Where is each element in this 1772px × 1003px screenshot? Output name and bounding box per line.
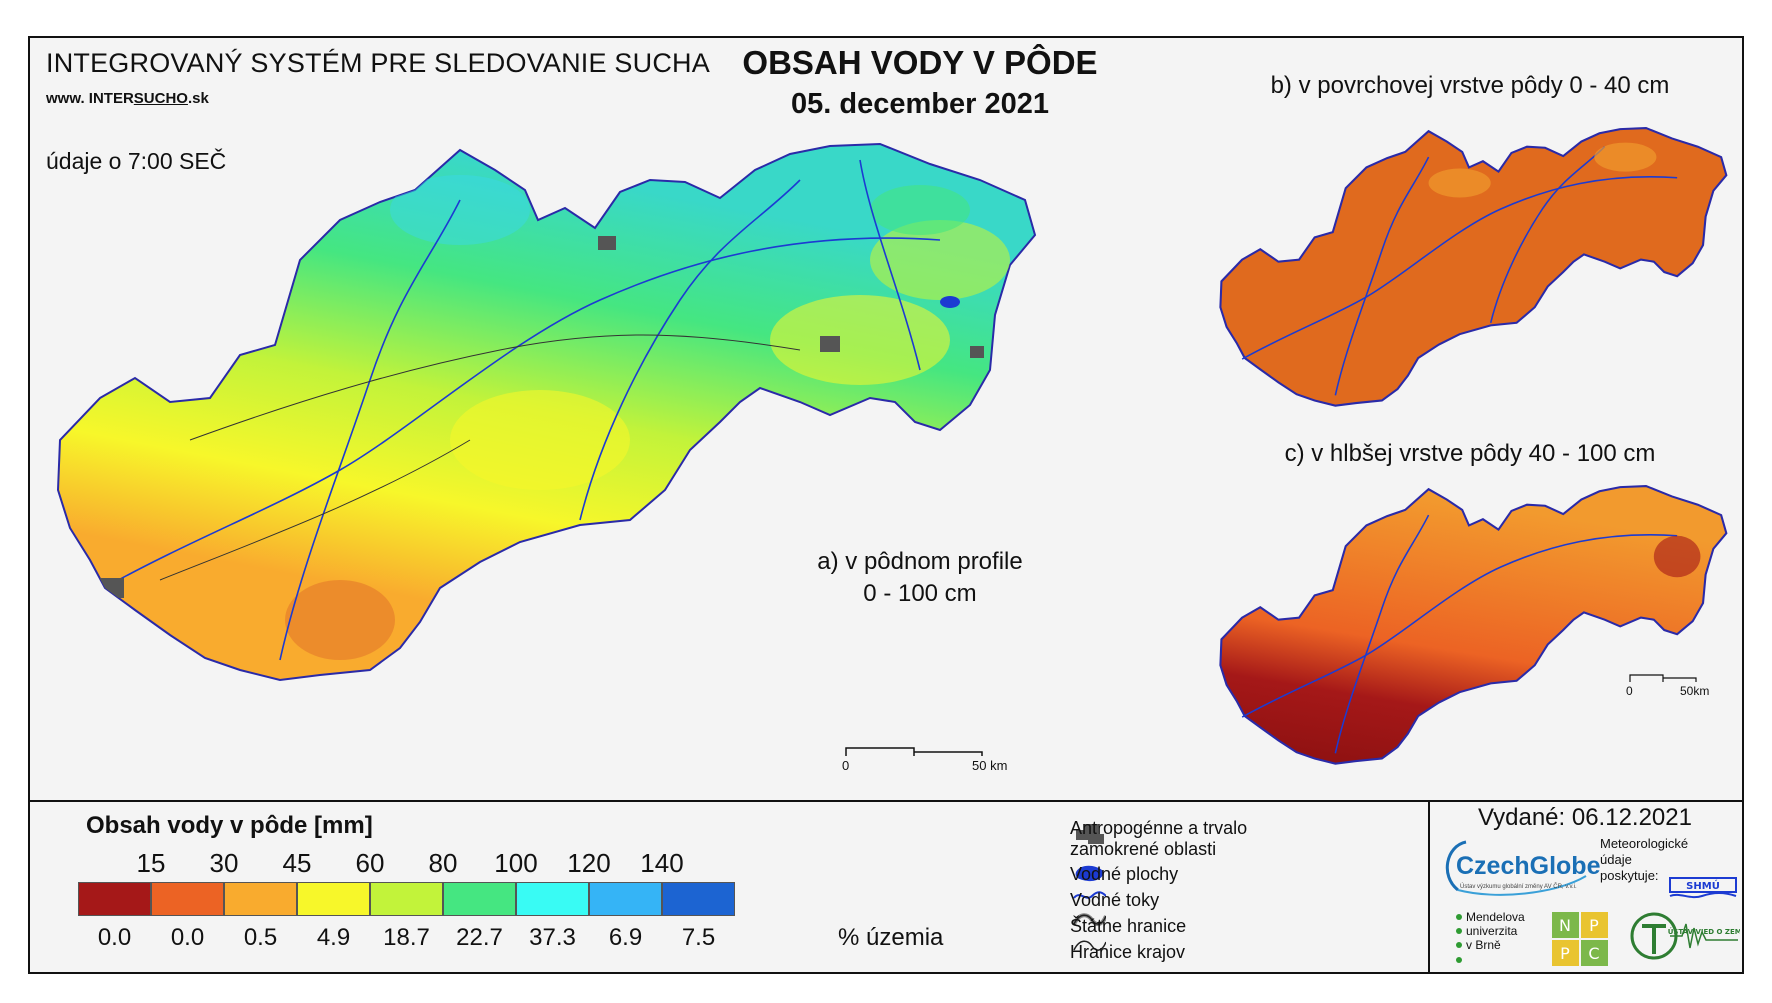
url-prefix: www. INTER — [46, 90, 134, 107]
legend-percent-8: 7.5 — [681, 924, 716, 951]
npp-letter-3: P — [1560, 944, 1570, 963]
url-suffix: .sk — [187, 90, 209, 107]
page-title: OBSAH VODY V PÔDE — [742, 44, 1098, 81]
symbol-state-border: Štátne hranice — [1070, 916, 1187, 936]
map-a-label: a) v pôdnom profile — [817, 548, 1023, 575]
legend-divider — [28, 800, 1744, 802]
uvz-logo-icon: ÚSTAV VIED O ZEMI — [1630, 912, 1740, 960]
symbol-streams: Vodné toky — [1070, 890, 1160, 910]
legend-swatch-6 — [516, 882, 589, 916]
mendel-line-2: univerzita — [1466, 924, 1518, 938]
czechglobe-name: CzechGlobe — [1456, 852, 1601, 880]
legend-percent-4: 18.7 — [383, 924, 430, 951]
legend-percent-2: 0.5 — [243, 924, 278, 951]
legend-threshold-6: 120 — [567, 848, 611, 878]
npp-letter-2: P — [1589, 916, 1599, 935]
scale-a-end: 50 km — [972, 758, 1008, 773]
issued-date: Vydané: 06.12.2021 — [1478, 804, 1692, 831]
scale-small-end: 50km — [1680, 684, 1710, 698]
symbol-anthropogenic-1: Antropogénne a trvalo — [1070, 818, 1248, 838]
state-border-icon — [1072, 913, 1106, 927]
scale-bar-a — [845, 747, 983, 756]
legend-swatch-8 — [662, 882, 735, 916]
legend-swatch-1 — [151, 882, 224, 916]
meteo-note: Meteorologické údaje poskytuje: — [1600, 836, 1688, 884]
uvz-text: ÚSTAV VIED O ZEMI — [1668, 927, 1740, 936]
stream-icon — [1073, 891, 1106, 899]
legend-swatch-0 — [78, 882, 151, 916]
slovakia-map-b — [1219, 127, 1728, 407]
legend-percent-0: 0.0 — [97, 924, 132, 951]
shmu-logo-icon: SHMÚ — [1669, 877, 1737, 899]
scale-small-zero: 0 — [1626, 684, 1633, 698]
mendel-line-1: Mendelova — [1466, 910, 1525, 924]
anthropogenic-area-icon — [1076, 824, 1104, 844]
legend-percent-3: 4.9 — [316, 924, 351, 951]
legend-swatch-2 — [224, 882, 297, 916]
legend-swatch-4 — [370, 882, 443, 916]
legend-percent-5: 22.7 — [456, 924, 503, 951]
legend-threshold-0: 15 — [136, 848, 166, 878]
water-body-icon — [1075, 865, 1104, 882]
legend-percent-6: 37.3 — [529, 924, 576, 951]
website-link[interactable]: www. INTERSUCHO.sk — [46, 90, 209, 107]
legend-percent-1: 0.0 — [170, 924, 205, 951]
legend-percent-7: 6.9 — [608, 924, 643, 951]
legend-threshold-5: 100 — [494, 848, 538, 878]
map-a-depth: 0 - 100 cm — [863, 580, 977, 607]
mendel-dots-icon — [1456, 914, 1462, 963]
map-date: 05. december 2021 — [791, 88, 1049, 120]
czechglobe-subtitle: Ústav výzkumu globální změny AV ČR, v.v.… — [1460, 884, 1577, 890]
legend-threshold-1: 30 — [209, 848, 239, 878]
map-c-label: c) v hlbšej vrstve pôdy 40 - 100 cm — [1284, 440, 1656, 467]
symbol-region-border: Hranice krajov — [1070, 942, 1186, 962]
czechglobe-logo-icon — [1445, 840, 1587, 896]
legend-swatch-5 — [443, 882, 516, 916]
map-b-label: b) v povrchovej vrstve pôdy 0 - 40 cm — [1270, 72, 1670, 99]
region-border-icon — [1073, 940, 1106, 951]
npp-letter-1: N — [1559, 916, 1571, 935]
system-title: INTEGROVANÝ SYSTÉM PRE SLEDOVANIE SUCHA — [46, 48, 710, 78]
legend-swatch-7 — [589, 882, 662, 916]
meteo-line-2: údaje — [1600, 852, 1632, 867]
mendel-logo: Mendelova univerzita v Brně — [1466, 910, 1525, 952]
url-brand: SUCHO — [133, 90, 188, 107]
slovakia-map-c — [1219, 485, 1728, 765]
legend-threshold-7: 140 — [640, 848, 684, 878]
meteo-line-1: Meteorologické — [1600, 836, 1689, 851]
shmu-text: SHMÚ — [1686, 879, 1720, 892]
nppc-logo-icon: N P P C — [1552, 912, 1608, 966]
meteo-line-3: poskytuje: — [1600, 868, 1659, 883]
data-time-note: údaje o 7:00 SEČ — [46, 148, 227, 174]
slovakia-map-a — [56, 142, 1037, 682]
legend-threshold-4: 80 — [428, 848, 458, 878]
scale-bar-small — [1629, 674, 1697, 682]
scale-a-zero: 0 — [842, 758, 850, 773]
legend-title: Obsah vody v pôde [mm] — [86, 812, 373, 839]
footer-divider — [1428, 800, 1430, 974]
symbol-anthropogenic-2: zamokrené oblasti — [1070, 839, 1217, 859]
legend-swatch-3 — [297, 882, 370, 916]
npp-letter-4: C — [1588, 944, 1599, 963]
symbol-water-bodies: Vodné plochy — [1070, 864, 1179, 884]
percent-label: % územia — [838, 924, 944, 951]
legend-threshold-2: 45 — [282, 848, 312, 878]
legend-threshold-3: 60 — [355, 848, 385, 878]
mendel-line-3: v Brně — [1466, 938, 1501, 952]
